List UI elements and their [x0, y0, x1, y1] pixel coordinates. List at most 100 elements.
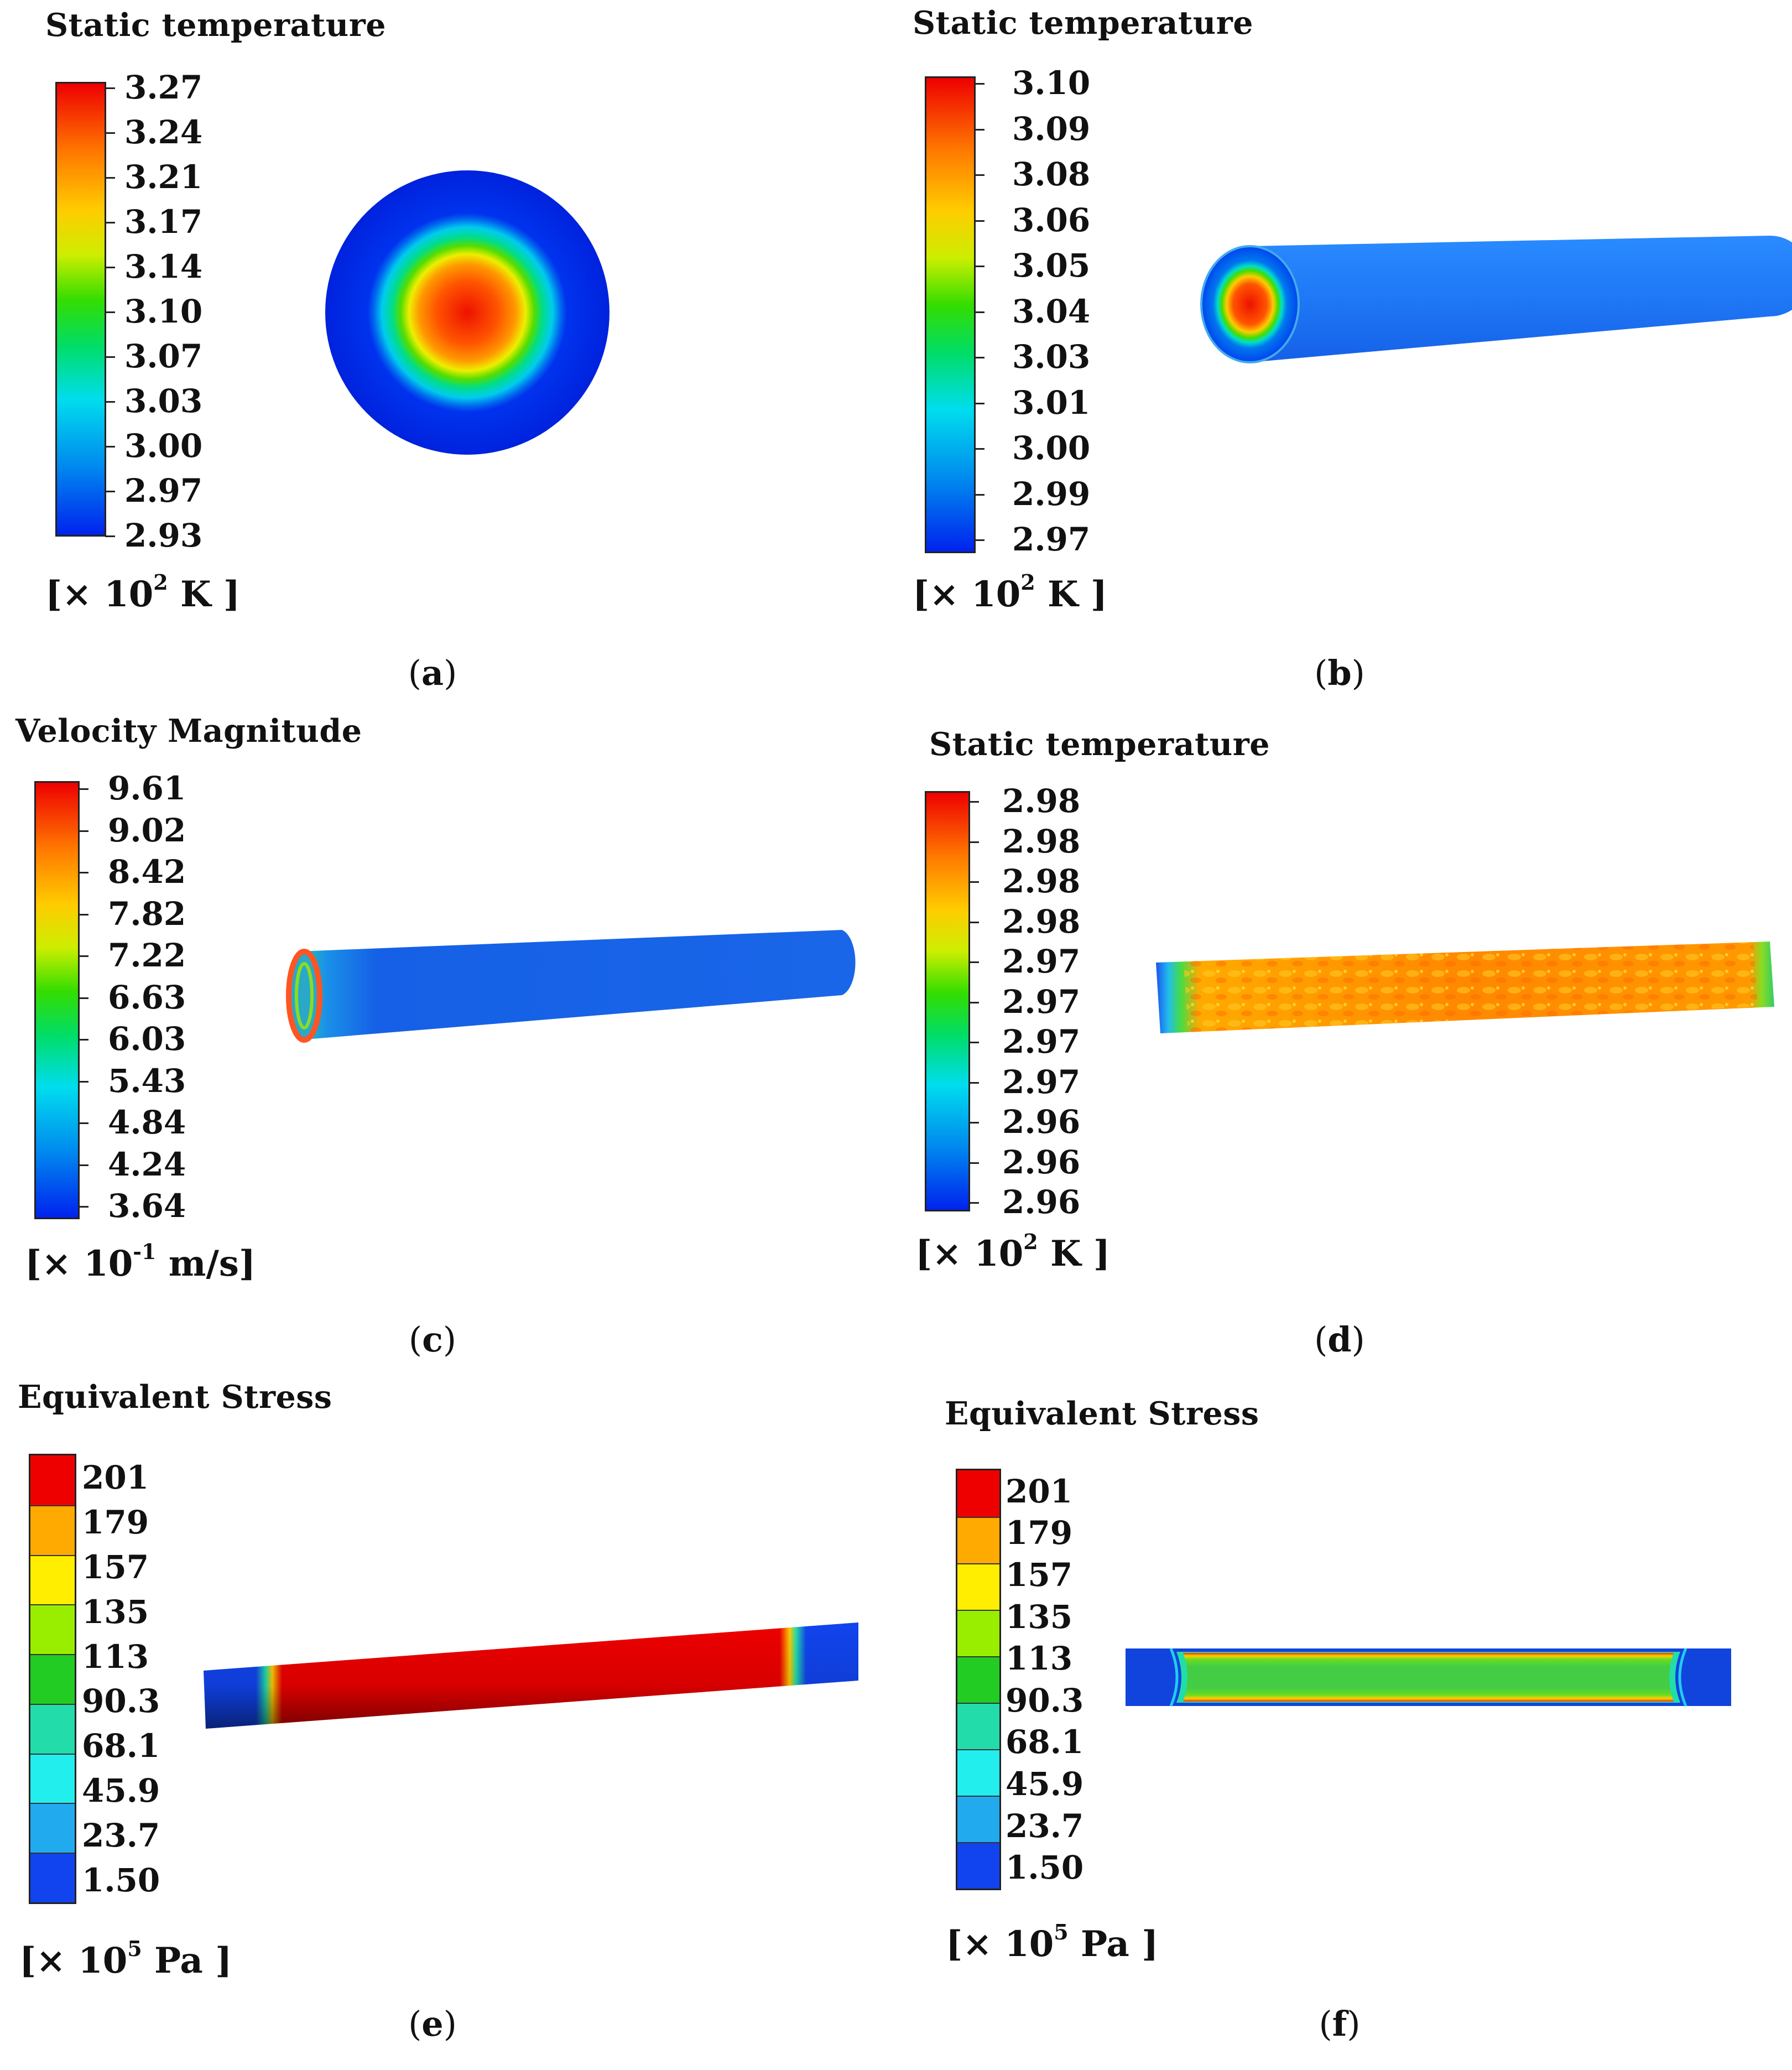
panel-e-caption: (e) — [408, 2004, 457, 2044]
panel-f-unit: [× 105 Pa ] — [946, 1920, 1159, 1965]
panel-c-tick-mark — [79, 1080, 88, 1083]
panel-b-colorbar — [925, 76, 976, 553]
panel-d-tick-label: 2.96 — [1002, 1183, 1081, 1221]
panel-b-tick-label: 3.04 — [1012, 292, 1091, 330]
panel-e-tick-label: 157 — [82, 1548, 149, 1586]
panel-c-tick-mark — [79, 788, 88, 790]
panel-c-tick-mark — [79, 830, 88, 832]
panel-c-tick-mark — [79, 1206, 88, 1208]
panel-f-tick-label: 113 — [1006, 1640, 1073, 1678]
panel-c-tick-label: 6.63 — [108, 978, 186, 1016]
panel-e-tick-label: 113 — [82, 1637, 149, 1676]
panel-a-tick-mark — [105, 311, 115, 313]
panel-d-tick-mark — [969, 961, 979, 963]
panel-d-tick-label: 2.97 — [1002, 1023, 1081, 1060]
panel-f-tick-label: 157 — [1006, 1556, 1073, 1594]
panel-e-color-band — [30, 1505, 75, 1555]
panel-f-tick-label: 90.3 — [1006, 1681, 1084, 1719]
panel-a-tick-label: 3.27 — [124, 69, 203, 106]
panel-d-tick-label: 2.98 — [1002, 782, 1081, 820]
panel-d-tick-label: 2.96 — [1002, 1143, 1081, 1181]
panel-c-title: Velocity Magnitude — [15, 712, 362, 750]
panel-b-tick-label: 2.99 — [1012, 475, 1091, 513]
panel-a-colorbar — [55, 82, 106, 537]
panel-d-tick-label: 2.97 — [1002, 982, 1081, 1021]
panel-f-colorbar — [956, 1469, 1001, 1890]
panel-e-color-band — [30, 1753, 75, 1803]
panel-e-color-band — [30, 1604, 75, 1655]
panel-a-tick-label: 3.10 — [124, 293, 203, 330]
panel-b-tick-mark — [975, 311, 984, 313]
panel-e-color-band — [30, 1703, 75, 1754]
panel-b-tick-label: 3.00 — [1012, 429, 1091, 467]
panel-b-tick-mark — [975, 539, 984, 541]
panel-c-colorbar — [34, 781, 80, 1219]
panel-e-tick-label: 23.7 — [82, 1816, 160, 1854]
panel-f-tick-label: 1.50 — [1006, 1849, 1084, 1887]
panel-e-title: Equivalent Stress — [18, 1379, 332, 1416]
panel-e-tick-label: 68.1 — [82, 1727, 160, 1765]
panel-f-color-band — [957, 1517, 999, 1563]
panel-a-tick-mark — [105, 356, 115, 358]
panel-e-bar-model — [204, 1622, 858, 1729]
panel-a-tick-label: 3.14 — [124, 248, 203, 285]
panel-f-caption: (f) — [1319, 2004, 1361, 2044]
panel-a-tick-mark — [105, 535, 115, 537]
panel-f-color-band — [957, 1656, 999, 1703]
panel-f-color-band — [957, 1610, 999, 1656]
panel-b-tick-mark — [975, 220, 984, 222]
panel-c-tick-label: 4.24 — [108, 1145, 186, 1183]
panel-e-tick-label: 1.50 — [82, 1861, 160, 1899]
panel-b-tick-mark — [975, 83, 984, 85]
panel-d-title: Static temperature — [929, 726, 1270, 763]
panel-f-tick-label: 68.1 — [1006, 1723, 1084, 1761]
panel-c-tick-label: 8.42 — [108, 853, 186, 891]
panel-f-section — [1126, 1648, 1731, 1707]
panel-d-tick-label: 2.96 — [1002, 1103, 1081, 1141]
panel-a-caption: (a) — [408, 653, 457, 693]
panel-d-tick-mark — [969, 1162, 979, 1164]
panel-b-tick-mark — [975, 174, 984, 176]
panel-d-tick-mark — [969, 881, 979, 883]
panel-a-tick-label: 2.93 — [124, 517, 203, 554]
panel-a-tick-mark — [105, 222, 115, 223]
panel-d-tick-mark — [969, 1122, 979, 1124]
panel-a-tick-label: 3.17 — [124, 203, 203, 241]
panel-a-tick-label: 2.97 — [124, 472, 203, 509]
panel-b-tick-mark — [975, 448, 984, 450]
panel-e-color-band — [30, 1554, 75, 1605]
panel-b-tick-mark — [975, 402, 984, 404]
panel-f-tick-label: 201 — [1006, 1472, 1073, 1510]
panel-d-cylinder — [1156, 942, 1774, 1033]
panel-d-colorbar — [925, 791, 970, 1211]
panel-e-color-band — [30, 1455, 75, 1505]
panel-f-color-band — [957, 1749, 999, 1796]
panel-c-tick-mark — [79, 872, 88, 873]
panel-d-tick-mark — [969, 1202, 979, 1204]
panel-c-tick-label: 7.22 — [108, 937, 186, 974]
panel-c-tick-label: 7.82 — [108, 894, 186, 933]
panel-b-tick-label: 3.03 — [1012, 338, 1091, 376]
panel-c-tick-mark — [79, 997, 88, 999]
panel-e-unit: [× 105 Pa ] — [19, 1936, 232, 1981]
panel-e-tick-label: 135 — [82, 1593, 149, 1631]
panel-f-tick-label: 45.9 — [1006, 1765, 1084, 1803]
panel-f-color-band — [957, 1842, 999, 1889]
panel-b-tick-label: 3.06 — [1012, 201, 1091, 239]
panel-f-tick-label: 23.7 — [1006, 1807, 1084, 1845]
panel-c-tick-label: 3.64 — [108, 1187, 186, 1225]
panel-a-unit: [× 102 K ] — [45, 570, 241, 615]
panel-c-tick-mark — [79, 1122, 88, 1124]
panel-e-color-band — [30, 1803, 75, 1853]
panel-b-tick-mark — [975, 357, 984, 358]
panel-c-tick-mark — [79, 955, 88, 957]
panel-d-tick-mark — [969, 1081, 979, 1084]
panel-d-tick-mark — [969, 801, 979, 803]
panel-a-title: Static temperature — [45, 7, 387, 44]
panel-c-unit: [× 10-1 m/s] — [25, 1239, 256, 1284]
panel-a-tick-mark — [105, 132, 115, 134]
panel-e-colorbar — [29, 1454, 76, 1904]
panel-e-tick-label: 90.3 — [82, 1682, 160, 1720]
panel-c-caption: (c) — [408, 1319, 457, 1360]
panel-c-tick-mark — [79, 1164, 88, 1166]
